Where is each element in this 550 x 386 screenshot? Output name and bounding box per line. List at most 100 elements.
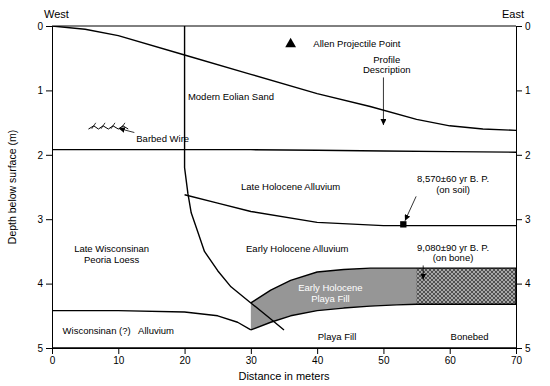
annotation-line: Early Holocene Alluvium (246, 243, 349, 254)
annotation-line: 8,570±60 yr B. P. (417, 173, 489, 184)
x-axis-tick-mark (450, 348, 451, 354)
annotation-line: (on bone) (433, 252, 474, 263)
annotation: Early Holocene Alluvium (246, 243, 349, 254)
y-axis-tick-label: 4 (37, 278, 43, 289)
x-axis-tick-label: 20 (180, 355, 192, 366)
x-axis-tick-label: 50 (378, 355, 390, 366)
annotation: Barbed Wire (136, 133, 189, 144)
annotations: Allen Projectile Point ProfileDescription… (63, 38, 490, 341)
x-axis-tick: 70 (511, 348, 523, 366)
area (251, 268, 516, 330)
chart-svg: 010203040506070012345012345Allen Project… (0, 0, 550, 386)
y2-axis-tick-label: 4 (525, 278, 531, 289)
y-axis-tick-label: 1 (37, 85, 43, 96)
annotation-line: Early Holocene (298, 282, 362, 293)
x-axis-tick-label: 30 (246, 355, 258, 366)
annotation-line: Late Holocene Alluvium (241, 181, 340, 192)
y-axis-tick: 0 (37, 21, 52, 32)
annotation: ProfileDescription (363, 54, 411, 76)
annotation-arrow (383, 77, 384, 125)
annotation: Late Holocene Alluvium (241, 181, 340, 192)
x-axis-tick-mark (251, 348, 252, 354)
x-axis-line (53, 349, 517, 355)
annotation: Bonebed (451, 331, 489, 342)
y2-axis-tick: 3 (516, 214, 531, 225)
frame-top (52, 26, 516, 27)
y2-axis-tick-mark (516, 90, 522, 91)
annotation-line: Profile (373, 54, 400, 65)
line (185, 150, 284, 330)
x-axis-tick: 0 (50, 348, 56, 366)
y-axis-line (46, 27, 53, 349)
annotation-line: Barbed Wire (136, 133, 189, 144)
line (52, 347, 516, 348)
annotation: Wisconsinan (?) Alluvium (63, 325, 174, 336)
y2-axis-tick: 1 (516, 85, 531, 96)
x-axis-tick-label: 10 (113, 355, 125, 366)
barb (101, 123, 105, 129)
plot: 010203040506070012345012345Allen Project… (6, 8, 531, 382)
annotation: Late WisconsinanPeoria Loess (74, 243, 149, 265)
annotation-line: (on soil) (436, 184, 470, 195)
y-axis-tick: 3 (37, 214, 52, 225)
y-axis-tick-mark (46, 284, 52, 285)
x-axis-tick-mark (383, 348, 384, 354)
east-label: East (502, 8, 524, 20)
x-axis-tick: 40 (312, 348, 324, 366)
x-axis-title: Distance in meters (238, 370, 330, 382)
y2-axis-tick-label: 2 (525, 150, 531, 161)
annotation-line: Allen Projectile Point (313, 38, 400, 49)
annotation-line: Playa Fill (318, 331, 357, 342)
line (184, 26, 185, 150)
x-axis-tick: 30 (246, 348, 258, 366)
x-axis-tick-label: 70 (511, 355, 523, 366)
x-axis-tick-mark (317, 348, 318, 354)
annotation-arrow (405, 196, 416, 220)
annotation: Allen Projectile Point (313, 38, 400, 49)
line (515, 268, 516, 304)
annotation-line: Late Wisconsinan (74, 243, 149, 254)
y-axis-tick-mark (46, 155, 52, 156)
x-axis-tick: 20 (180, 348, 192, 366)
y2-axis-tick: 0 (516, 21, 531, 32)
x-axis-tick-mark (185, 348, 186, 354)
area-hatch (417, 268, 516, 304)
annotation-line: Bonebed (451, 331, 489, 342)
y2-axis-tick: 5 (516, 343, 531, 354)
x-axis-tick-mark (118, 348, 119, 354)
annotation-line: 9,080±90 yr B. P. (417, 242, 489, 253)
y-axis-tick-label: 5 (37, 343, 43, 354)
y2-axis-tick-mark (516, 26, 522, 27)
point (400, 221, 406, 227)
y2-axis-tick-mark (516, 219, 522, 220)
annotation: Playa Fill (318, 331, 357, 342)
y-axis: 012345 (37, 21, 52, 354)
annotation-line: Modern Eolian Sand (188, 91, 274, 102)
y-axis-tick-mark (46, 348, 52, 349)
x-axis-tick-label: 40 (312, 355, 324, 366)
y2-axis-tick-label: 3 (525, 214, 531, 225)
y-axis-tick: 5 (37, 343, 52, 354)
line (185, 195, 516, 226)
y-axis-tick-mark (46, 219, 52, 220)
barb (111, 123, 115, 129)
y-axis-tick-label: 3 (37, 214, 43, 225)
x-axis-tick: 50 (378, 348, 390, 366)
y-axis-tick: 1 (37, 85, 52, 96)
annotation-line: Description (363, 64, 411, 75)
line (251, 304, 516, 330)
west-label: West (44, 8, 69, 20)
annotation: Modern Eolian Sand (188, 91, 274, 102)
line (251, 268, 516, 303)
point (285, 38, 296, 47)
annotation-line: Wisconsinan (?) Alluvium (63, 325, 174, 336)
annotation-line: Peoria Loess (84, 254, 140, 265)
line (52, 26, 516, 130)
y2-axis-tick-mark (516, 348, 522, 349)
annotation: 9,080±90 yr B. P.(on bone) (417, 242, 489, 264)
barb (121, 123, 125, 129)
annotation-arrow (423, 265, 424, 279)
y-axis-tick-mark (46, 26, 52, 27)
y-axis-tick-mark (46, 90, 52, 91)
x-axis-tick-label: 0 (50, 355, 56, 366)
